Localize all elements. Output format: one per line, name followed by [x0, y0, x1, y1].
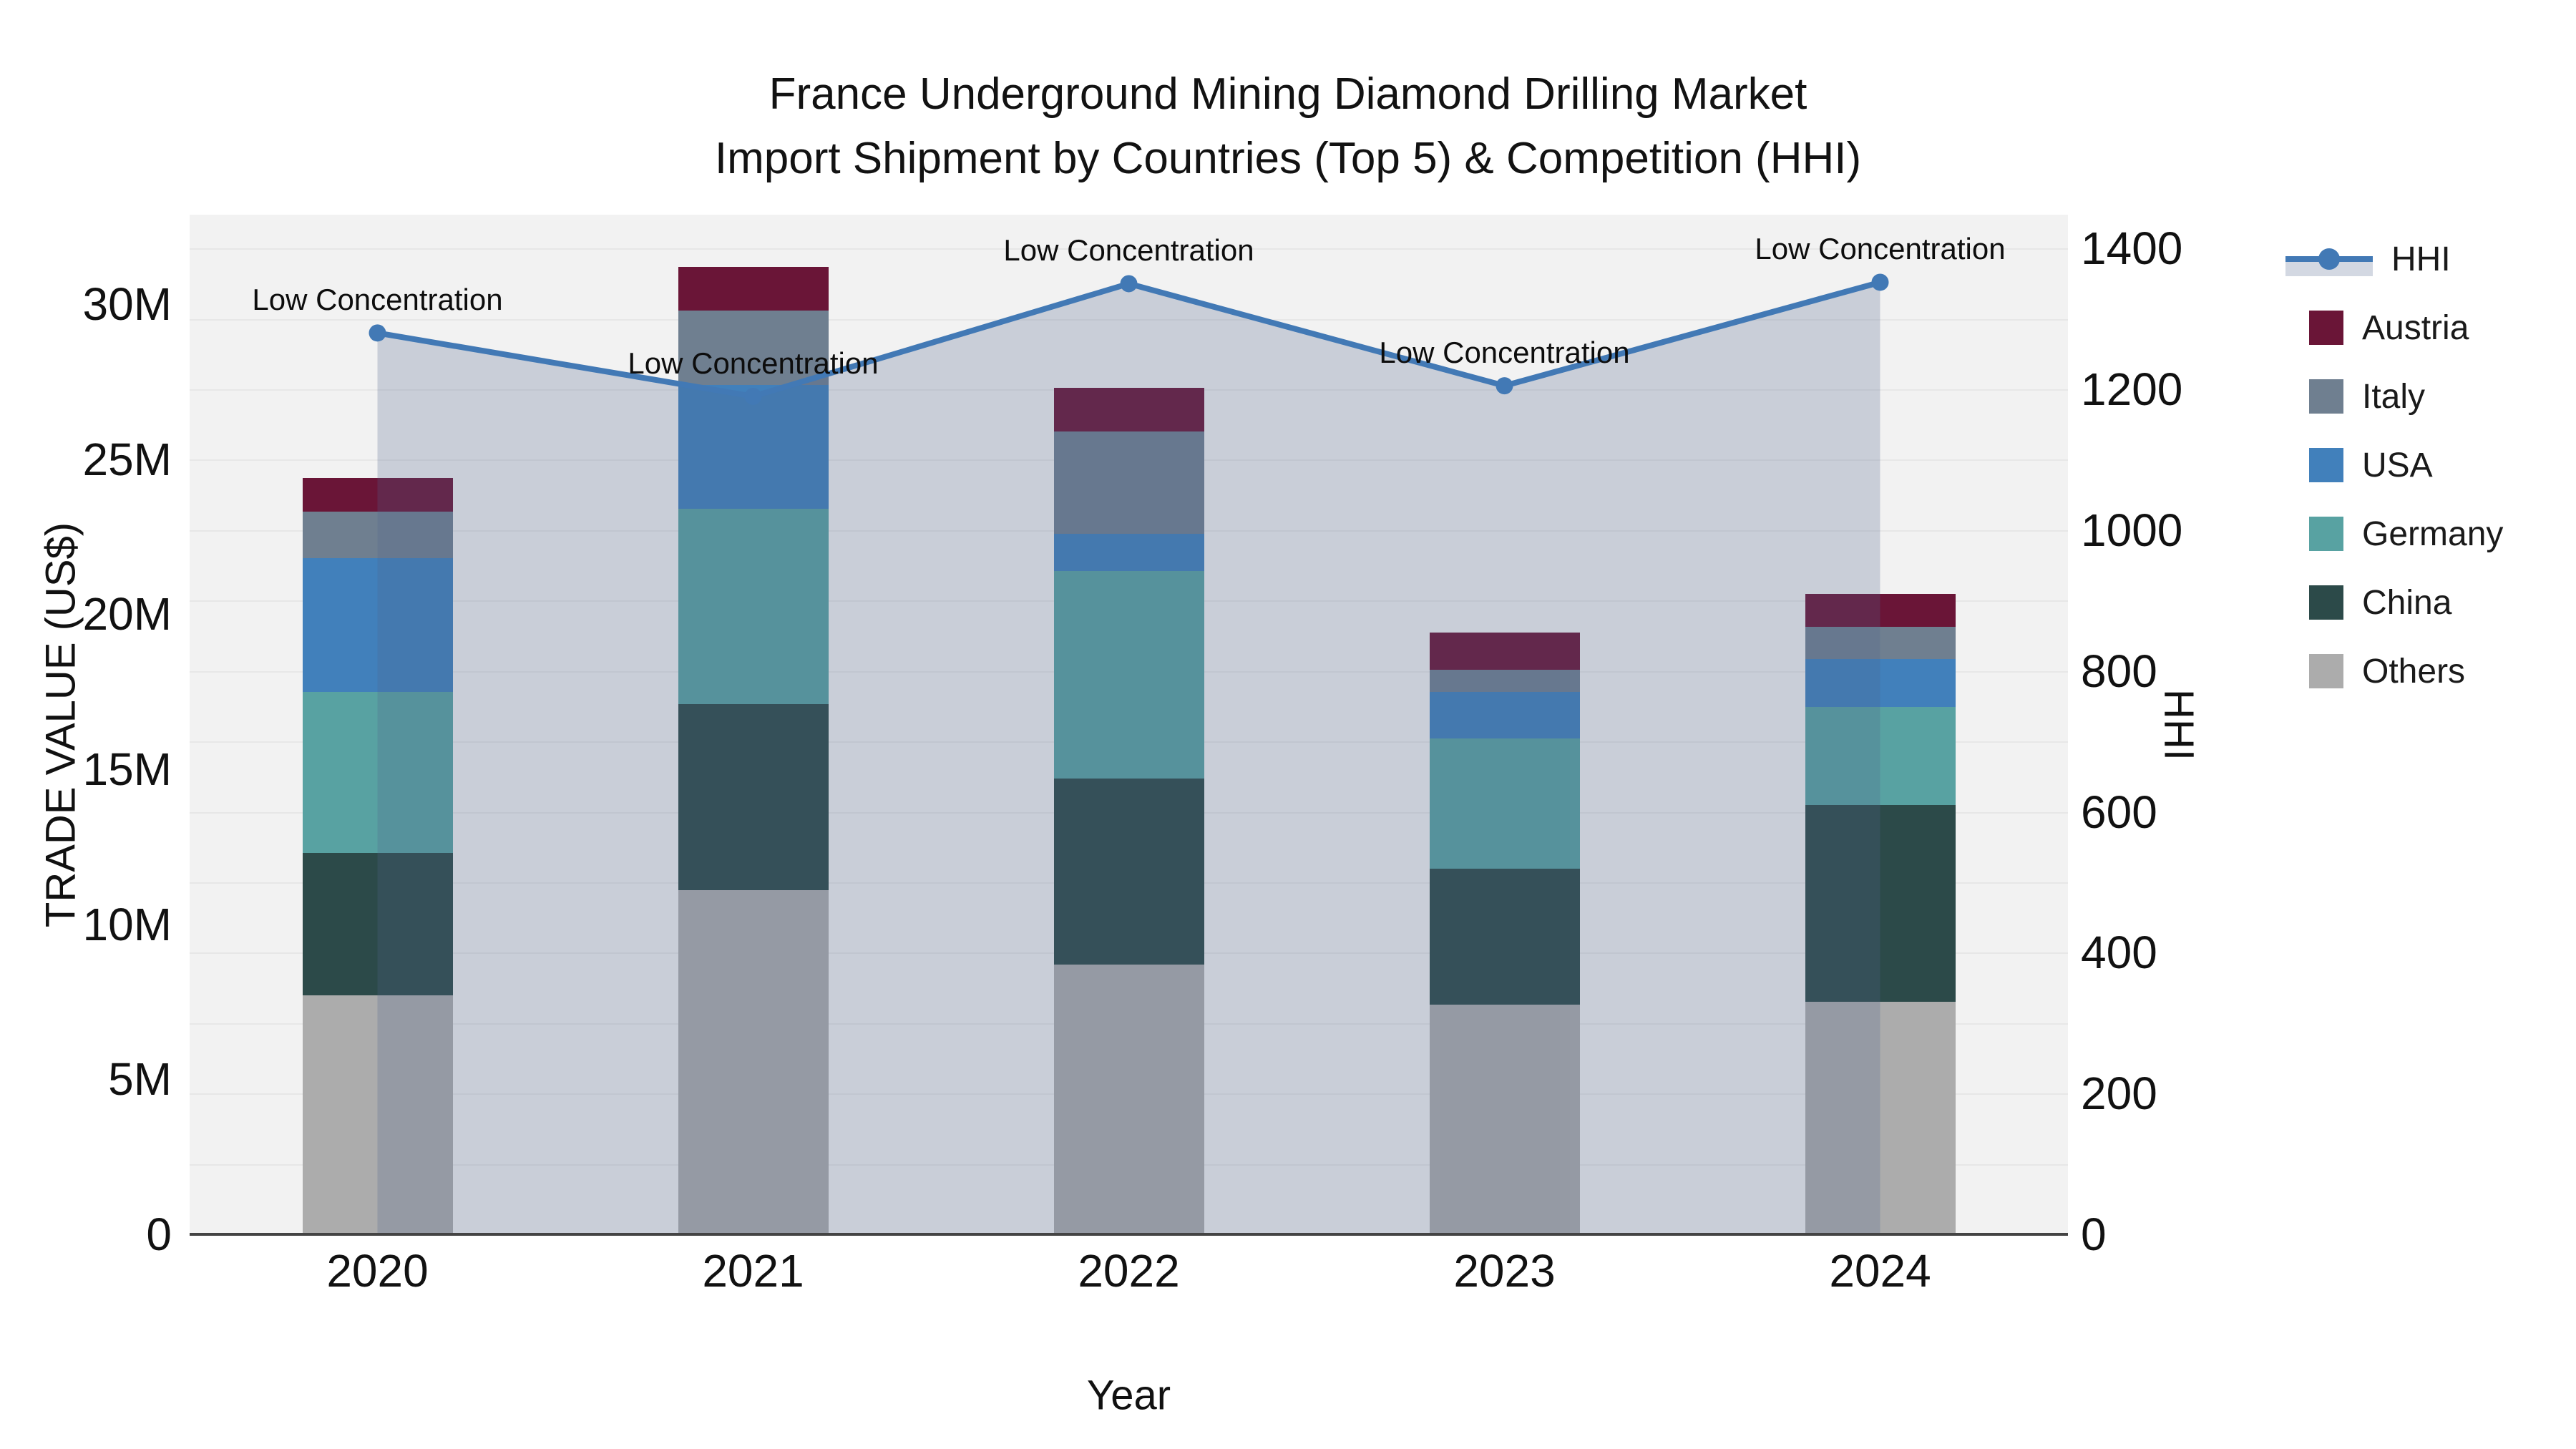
legend-swatch-china-icon	[2309, 585, 2343, 620]
bar-segment-italy-2023[interactable]	[1430, 670, 1580, 692]
y-right-tick-400: 400	[2081, 927, 2157, 979]
bar-segment-china-2021[interactable]	[678, 704, 829, 891]
legend-swatch-others-icon	[2309, 654, 2343, 688]
y-left-tick-5M: 5M	[108, 1053, 172, 1106]
hhi-area-fill	[377, 282, 1880, 1234]
legend-label-austria: Austria	[2362, 308, 2469, 347]
y-right-tick-1400: 1400	[2081, 223, 2183, 275]
bar-segment-italy-2020[interactable]	[303, 512, 453, 559]
bar-segment-others-2022[interactable]	[1054, 965, 1204, 1234]
y-right-tick-0: 0	[2081, 1209, 2107, 1260]
chart-title-line1: France Underground Mining Diamond Drilli…	[769, 69, 1807, 119]
legend: HHI Austria Italy USA Germany China Others	[2285, 225, 2572, 706]
bar-segment-austria-2022[interactable]	[1054, 388, 1204, 431]
bar-segment-others-2024[interactable]	[1805, 1002, 1956, 1234]
gridline	[190, 248, 2068, 250]
bar-segment-usa-2024[interactable]	[1805, 659, 1956, 708]
annotation-2020: Low Concentration	[252, 283, 503, 317]
y-right-tick-800: 800	[2081, 645, 2157, 697]
bar-segment-austria-2024[interactable]	[1805, 594, 1956, 627]
bar-segment-usa-2022[interactable]	[1054, 533, 1204, 571]
bar-segment-china-2022[interactable]	[1054, 779, 1204, 965]
bar-segment-italy-2021[interactable]	[678, 310, 829, 385]
x-tick-2022: 2022	[1078, 1245, 1180, 1297]
hhi-marker-2023[interactable]	[1496, 377, 1513, 395]
hhi-marker-2020[interactable]	[369, 324, 386, 342]
legend-label-germany: Germany	[2362, 514, 2504, 553]
legend-label-china: China	[2362, 583, 2452, 622]
legend-item-china[interactable]: China	[2285, 568, 2451, 637]
y-right-tick-200: 200	[2081, 1068, 2157, 1120]
bar-segment-germany-2021[interactable]	[678, 509, 829, 705]
y-left-tick-20M: 20M	[82, 588, 172, 640]
legend-swatch-usa-icon	[2309, 448, 2343, 482]
legend-item-others[interactable]: Others	[2285, 637, 2465, 706]
bar-segment-austria-2021[interactable]	[678, 267, 829, 311]
x-tick-2023: 2023	[1453, 1245, 1556, 1297]
annotation-2021: Low Concentration	[628, 346, 879, 380]
chart-title-line2: Import Shipment by Countries (Top 5) & C…	[714, 134, 1862, 183]
bar-segment-germany-2024[interactable]	[1805, 707, 1956, 805]
bar-segment-china-2024[interactable]	[1805, 804, 1956, 1002]
hhi-legend-marker-dot	[2318, 248, 2340, 270]
y-right-tick-600: 600	[2081, 786, 2157, 838]
x-tick-2024: 2024	[1829, 1245, 1931, 1297]
legend-swatch-austria-icon	[2309, 311, 2343, 345]
legend-item-austria[interactable]: Austria	[2285, 293, 2469, 362]
legend-swatch-italy-icon	[2309, 379, 2343, 414]
x-tick-2020: 2020	[326, 1245, 429, 1297]
hhi-line-layer	[369, 273, 1889, 1234]
hhi-legend-swatch-icon	[2285, 242, 2373, 276]
x-axis-line	[190, 1233, 2068, 1236]
gridline	[190, 319, 2068, 321]
legend-item-germany[interactable]: Germany	[2285, 499, 2503, 568]
bar-segment-china-2020[interactable]	[303, 853, 453, 996]
annotation-2023: Low Concentration	[1379, 336, 1630, 370]
legend-label-others: Others	[2362, 652, 2466, 691]
legend-item-italy[interactable]: Italy	[2285, 362, 2425, 431]
annotation-2024: Low Concentration	[1755, 232, 2006, 266]
bar-segment-germany-2023[interactable]	[1430, 738, 1580, 869]
bar-segment-germany-2022[interactable]	[1054, 570, 1204, 779]
bar-segment-usa-2020[interactable]	[303, 558, 453, 692]
bar-segment-austria-2020[interactable]	[303, 477, 453, 512]
legend-label-hhi: HHI	[2391, 240, 2451, 278]
bar-segment-others-2020[interactable]	[303, 995, 453, 1234]
hhi-marker-2022[interactable]	[1120, 275, 1138, 293]
bar-segment-usa-2021[interactable]	[678, 384, 829, 509]
y-right-tick-1200: 1200	[2081, 364, 2183, 416]
y-right-tick-1000: 1000	[2081, 504, 2183, 556]
hhi-marker-2024[interactable]	[1871, 273, 1889, 291]
bar-segment-austria-2023[interactable]	[1430, 633, 1580, 670]
legend-label-usa: USA	[2362, 446, 2433, 484]
bar-segment-germany-2020[interactable]	[303, 691, 453, 854]
hhi-marker-2021[interactable]	[744, 387, 762, 405]
y-left-tick-25M: 25M	[82, 433, 172, 485]
bar-segment-italy-2024[interactable]	[1805, 626, 1956, 660]
bar-segment-usa-2023[interactable]	[1430, 691, 1580, 738]
bar-segment-others-2023[interactable]	[1430, 1005, 1580, 1234]
bar-segment-italy-2022[interactable]	[1054, 431, 1204, 534]
legend-item-hhi[interactable]: HHI	[2285, 225, 2451, 293]
bar-segment-others-2021[interactable]	[678, 890, 829, 1234]
legend-label-italy: Italy	[2362, 377, 2426, 416]
legend-swatch-germany-icon	[2309, 517, 2343, 551]
y-left-tick-30M: 30M	[82, 278, 172, 331]
y-left-tick-0: 0	[146, 1209, 172, 1260]
x-tick-2021: 2021	[702, 1245, 804, 1297]
bar-segment-china-2023[interactable]	[1430, 868, 1580, 1005]
y-left-tick-15M: 15M	[82, 743, 172, 796]
y-right-axis-title: HHI	[2155, 688, 2202, 761]
y-left-axis-title: TRADE VALUE (US$)	[37, 522, 84, 927]
legend-item-usa[interactable]: USA	[2285, 431, 2433, 499]
x-axis-title: Year	[1086, 1372, 1171, 1419]
annotation-2022: Low Concentration	[1003, 233, 1254, 268]
y-left-tick-10M: 10M	[82, 898, 172, 950]
